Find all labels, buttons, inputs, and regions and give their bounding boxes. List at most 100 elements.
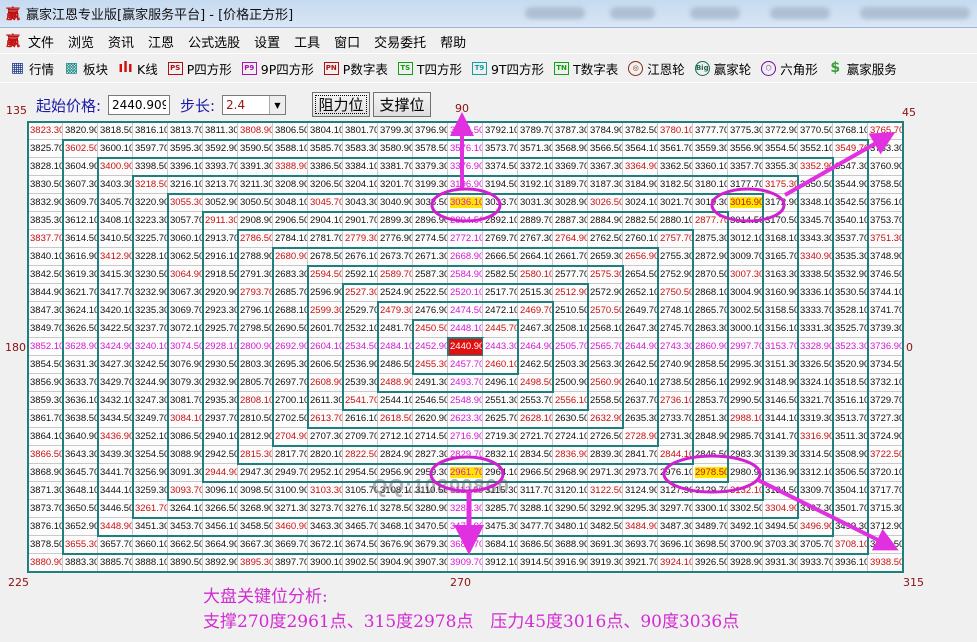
grid-cell: 2702.50 [273, 410, 308, 428]
toolbar-button-ps[interactable]: PS P四方形 [167, 59, 232, 78]
grid-cell: 3134.50 [763, 482, 798, 500]
grid-cell-value: 2788.90 [240, 251, 273, 262]
grid-cell-value: 3021.70 [660, 197, 693, 208]
grid-cell-value: 2659.30 [590, 251, 623, 262]
grid-cell: 2673.70 [378, 248, 413, 266]
toolbar-button-candlestick[interactable]: ılı K线 [118, 59, 157, 78]
grid-cell-value: 3168.10 [765, 233, 798, 244]
toolbar-button-pn[interactable]: PN P数字表 [323, 59, 388, 78]
grid-cell: 3453.70 [168, 518, 203, 536]
grid-cell-value: 3523.30 [835, 341, 868, 352]
grid-cell-value: 3254.50 [135, 449, 168, 460]
menu-trade[interactable]: 交易委托 [374, 35, 427, 51]
chevron-down-icon[interactable]: ▼ [269, 96, 285, 114]
grid-cell-value: 3156.10 [765, 323, 798, 334]
grid-cell-value: 3391.30 [240, 161, 273, 172]
grid-cell-value: 3362.50 [660, 161, 693, 172]
grid-cell-value: 3273.70 [310, 503, 343, 514]
grid-cell: 3165.70 [763, 248, 798, 266]
grid-cell: 2613.70 [308, 410, 343, 428]
grid-cell: 3480.10 [553, 518, 588, 536]
step-select[interactable]: 2.4 ▼ [222, 95, 286, 115]
grid-cell: 2560.90 [588, 374, 623, 392]
grid-cell: 3189.70 [553, 176, 588, 194]
toolbar-button-gann-wheel[interactable]: ◎ 江恩轮 [628, 59, 685, 78]
grid-cell: 2942.50 [203, 446, 238, 464]
grid-cell-value: 3208.90 [275, 179, 308, 190]
grid-cell: 3451.30 [133, 518, 168, 536]
grid-cell: 3249.70 [133, 410, 168, 428]
menu-settings[interactable]: 设置 [254, 35, 281, 51]
grid-cell-value: 2772.10 [450, 233, 483, 244]
support-button[interactable]: 支撑位 [373, 92, 431, 117]
grid-cell: 3842.50 [28, 266, 63, 284]
grid-cell-value: 3122.50 [590, 485, 623, 496]
toolbar-button-tn[interactable]: TN T数字表 [554, 59, 618, 78]
grid-cell-value: 3703.30 [765, 539, 798, 550]
grid-cell: 3062.50 [168, 248, 203, 266]
grid-cell: 3045.70 [308, 194, 343, 212]
grid-cell: 2563.30 [588, 356, 623, 374]
app-menu-logo-icon[interactable]: 赢 [6, 34, 20, 50]
grid-cell-value: 3806.50 [275, 125, 308, 136]
toolbar-button-sector-blocks[interactable]: ▩ 板块 [64, 59, 108, 78]
menu-file[interactable]: 文件 [28, 35, 55, 51]
toolbar-button-hexagon[interactable]: ⬡ 六角形 [761, 59, 818, 78]
grid-cell-value: 2690.50 [275, 323, 308, 334]
toolbar-button-p9[interactable]: P9 9P四方形 [241, 59, 314, 78]
grid-cell-value: 3669.70 [275, 539, 308, 550]
grid-cell: 2647.30 [623, 320, 658, 338]
grid-cell: 2601.70 [308, 320, 343, 338]
grid-cell: 2908.90 [238, 212, 273, 230]
grid-cell: 3268.90 [238, 500, 273, 518]
grid-cell-value: 3559.30 [695, 143, 728, 154]
menu-tools[interactable]: 工具 [294, 35, 321, 51]
grid-cell-value: 3444.10 [100, 485, 133, 496]
grid-cell-value: 3036.10 [450, 197, 483, 208]
grid-cell-value: 2882.50 [625, 215, 658, 226]
resistance-button[interactable]: 阻力位 [312, 92, 370, 117]
grid-cell-value: 3691.30 [590, 539, 623, 550]
toolbar-button-big-wheel[interactable]: Big 赢家轮 [694, 59, 751, 78]
grid-cell-value: 3840.10 [30, 251, 63, 262]
grid-cell: 3856.90 [28, 374, 63, 392]
menu-news[interactable]: 资讯 [108, 35, 135, 51]
grid-cell: 3597.70 [133, 140, 168, 158]
grid-cell-value: 3578.50 [415, 143, 448, 154]
grid-cell: 3290.50 [553, 500, 588, 518]
grid-cell-value: 3129.70 [695, 485, 728, 496]
grid-cell: 3780.10 [658, 122, 693, 140]
toolbar-button-ts[interactable]: TS T四方形 [397, 59, 462, 78]
grid-cell-value: 3758.50 [870, 179, 903, 190]
step-label: 步长: [180, 97, 216, 115]
grid-cell-value: 3360.10 [695, 161, 728, 172]
grid-cell: 2445.70 [483, 320, 518, 338]
grid-cell: 3547.30 [833, 158, 868, 176]
start-price-input[interactable] [108, 95, 170, 115]
grid-cell: 3369.70 [553, 158, 588, 176]
menu-help[interactable]: 帮助 [440, 35, 467, 51]
grid-cell-value: 3564.10 [625, 143, 658, 154]
toolbar-button-t9[interactable]: T9 9T四方形 [471, 59, 544, 78]
grid-cell-value: 2870.50 [695, 269, 728, 280]
grid-cell-value: 3727.30 [870, 413, 903, 424]
menu-browse[interactable]: 浏览 [68, 35, 95, 51]
grid-cell-value: 3084.10 [170, 413, 203, 424]
grid-cell: 2906.50 [273, 212, 308, 230]
grid-cell: 3100.90 [273, 482, 308, 500]
grid-cell-value: 3568.90 [555, 143, 588, 154]
grid-cell-value: 2944.90 [205, 467, 238, 478]
grid-cell-value: 3098.50 [240, 485, 273, 496]
grid-cell: 2733.70 [658, 410, 693, 428]
grid-cell: 2851.30 [693, 410, 728, 428]
grid-cell: 3765.70 [868, 122, 903, 140]
grid-cell: 3916.90 [553, 554, 588, 572]
menu-formula-stock-pick[interactable]: 公式选股 [188, 35, 241, 51]
toolbar-button-dollar[interactable]: $ 赢家服务 [828, 59, 896, 78]
grid-cell: 2779.30 [343, 230, 378, 248]
grid-cell: 3295.30 [623, 500, 658, 518]
menu-window[interactable]: 窗口 [334, 35, 361, 51]
menu-gann[interactable]: 江恩 [148, 35, 175, 51]
grid-cell-value: 3547.30 [835, 161, 868, 172]
toolbar-button-quote-table[interactable]: ▦ 行情 [10, 59, 54, 78]
